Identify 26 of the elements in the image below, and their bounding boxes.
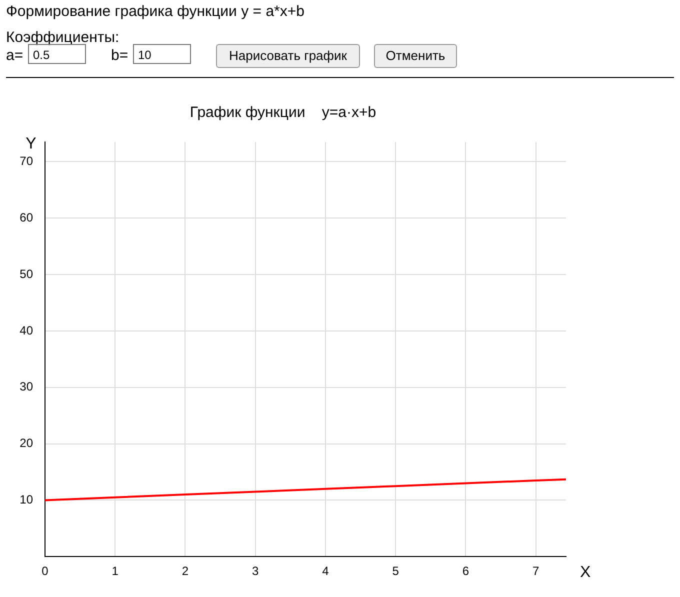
x-tick-label: 7 [532,564,540,578]
y-axis-title: Y [26,135,37,152]
x-tick-label: 1 [112,564,119,578]
x-tick-label: 4 [322,564,330,578]
chart-title: График функции y=a·x+b [190,104,376,122]
x-tick-label: 6 [462,564,470,578]
y-tick-label: 60 [20,210,34,224]
text: 0.5 [33,48,50,62]
x-tick-label: 3 [252,564,260,578]
x-axis-title: X [580,564,591,582]
y-tick-label: 40 [20,323,34,338]
y-tick-label: 70 [20,154,34,168]
text: b= [111,47,128,64]
y-tick-label: 20 [20,436,34,450]
x-tick-label: 0 [42,564,49,578]
x-tick-label: 5 [392,564,400,578]
text: Отменить [374,44,457,68]
x-tick-label: 2 [182,564,189,578]
text: a= [6,47,24,64]
text: 10 [133,44,191,64]
text: Формирование графика функции y = a*x+b [6,3,304,20]
y-tick-label: 30 [20,380,34,394]
y-tick-label: 10 [20,492,34,507]
text: Коэффициенты: [6,29,120,46]
y-tick-label: 50 [20,266,34,281]
text: Нарисовать график [216,44,360,68]
